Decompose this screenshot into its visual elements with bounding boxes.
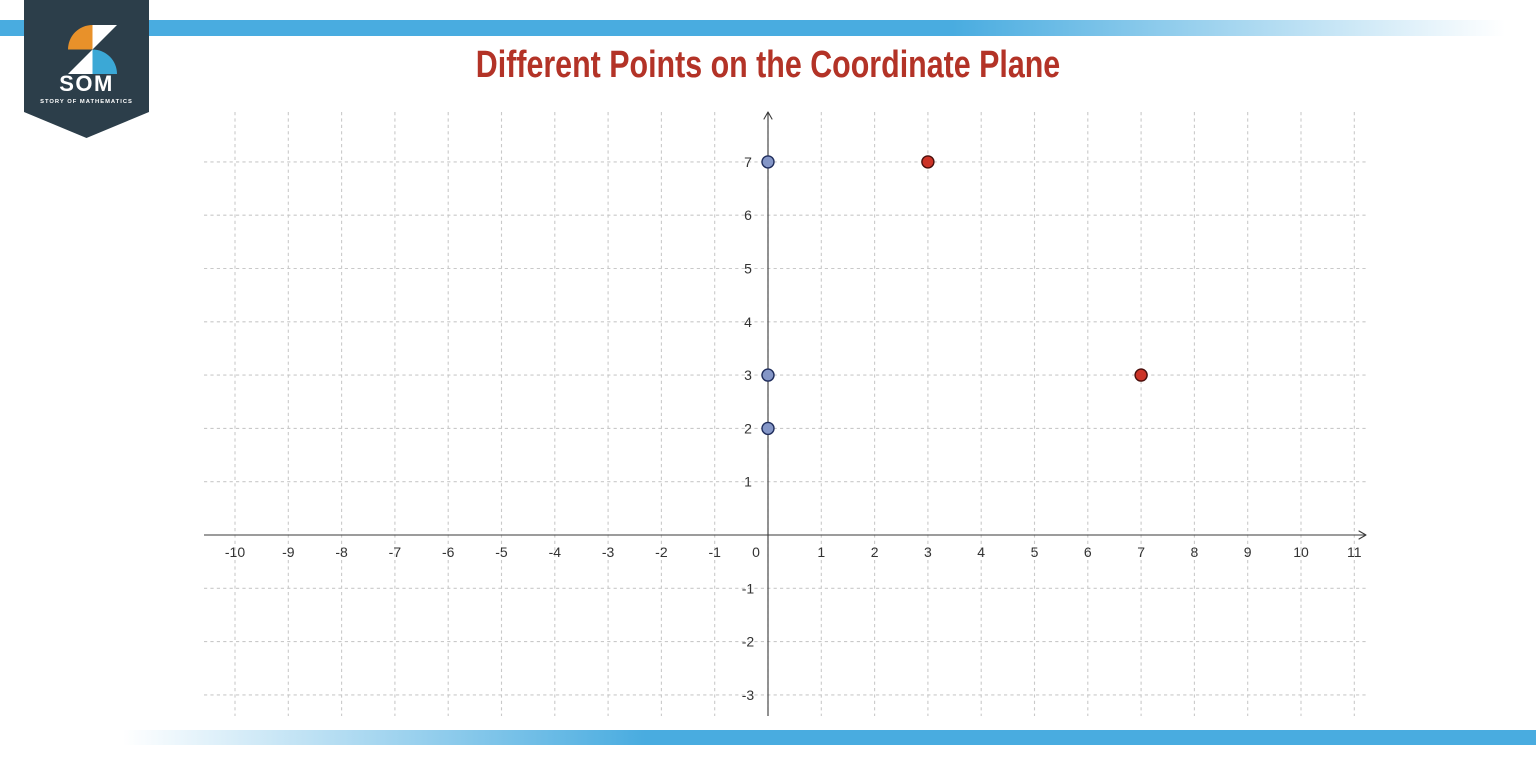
svg-text:-2: -2 [742, 634, 755, 650]
svg-text:-5: -5 [495, 544, 508, 560]
svg-text:-8: -8 [335, 544, 348, 560]
svg-text:-10: -10 [225, 544, 245, 560]
svg-text:5: 5 [1031, 544, 1039, 560]
svg-text:8: 8 [1191, 544, 1199, 560]
svg-text:3: 3 [924, 544, 932, 560]
svg-text:5: 5 [744, 261, 752, 277]
svg-text:-3: -3 [742, 687, 755, 703]
svg-text:-2: -2 [655, 544, 668, 560]
svg-text:1: 1 [817, 544, 825, 560]
svg-text:9: 9 [1244, 544, 1252, 560]
svg-text:-9: -9 [282, 544, 295, 560]
svg-text:6: 6 [1084, 544, 1092, 560]
svg-text:7: 7 [1137, 544, 1145, 560]
svg-text:2: 2 [871, 544, 879, 560]
svg-text:11: 11 [1347, 544, 1362, 560]
svg-text:-1: -1 [708, 544, 721, 560]
svg-text:3: 3 [744, 367, 752, 383]
svg-text:4: 4 [977, 544, 985, 560]
svg-text:-4: -4 [549, 544, 562, 560]
svg-text:10: 10 [1293, 544, 1309, 560]
svg-text:2: 2 [744, 420, 752, 436]
svg-text:-3: -3 [602, 544, 615, 560]
svg-text:6: 6 [744, 207, 752, 223]
svg-text:-6: -6 [442, 544, 455, 560]
svg-text:4: 4 [744, 314, 752, 330]
svg-text:1: 1 [744, 474, 752, 490]
svg-text:0: 0 [752, 544, 760, 560]
svg-text:-7: -7 [389, 544, 402, 560]
svg-text:7: 7 [744, 154, 752, 170]
svg-text:-1: -1 [742, 580, 755, 596]
